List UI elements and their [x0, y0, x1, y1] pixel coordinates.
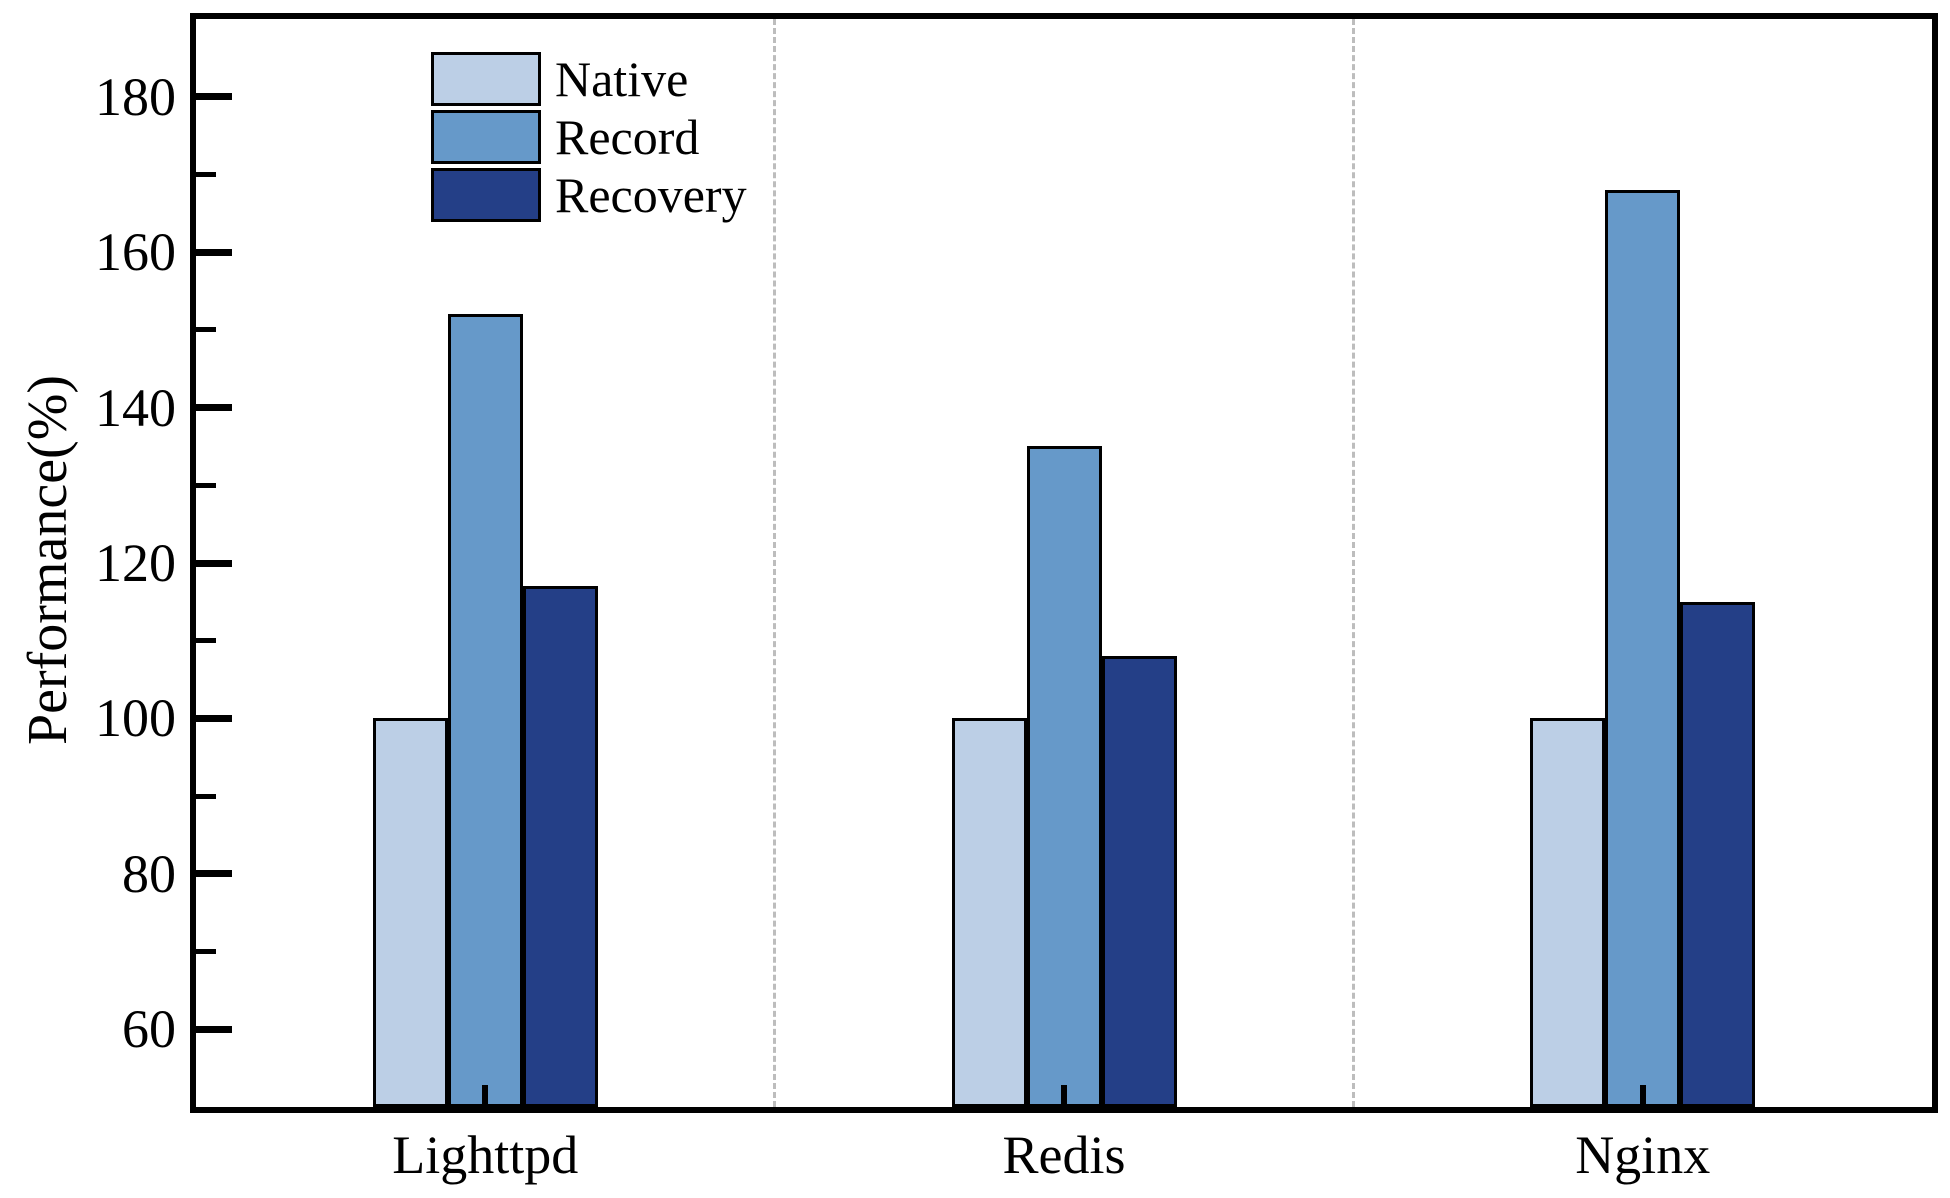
y-tick-label: 160: [95, 222, 176, 283]
y-minor-tick: [196, 949, 216, 955]
y-minor-tick: [196, 638, 216, 644]
y-major-tick: [196, 559, 232, 567]
legend-item-recovery: Recovery: [431, 168, 747, 222]
bar-record-nginx: [1605, 190, 1681, 1107]
bar-recovery-redis: [1101, 656, 1177, 1107]
y-major-tick: [196, 248, 232, 256]
x-tick-label: Redis: [1002, 1125, 1126, 1185]
bar-record-redis: [1026, 446, 1102, 1107]
y-tick-label: 120: [95, 533, 176, 593]
y-major-tick: [196, 93, 232, 101]
y-tick-label: 140: [95, 377, 176, 438]
legend-swatch-record: [431, 110, 541, 164]
category-separator-line: [1351, 19, 1355, 1107]
x-tick-label: Nginx: [1575, 1125, 1711, 1185]
y-minor-tick: [196, 793, 216, 799]
y-minor-tick: [196, 327, 216, 333]
legend-label-recovery: Recovery: [555, 167, 747, 223]
legend-swatch-native: [431, 52, 541, 106]
y-tick-label: 180: [95, 66, 176, 127]
y-major-tick: [196, 870, 232, 878]
legend-item-record: Record: [431, 110, 747, 164]
legend-label-record: Record: [555, 109, 700, 165]
legend: Native Record Recovery: [431, 52, 747, 226]
y-minor-tick: [196, 171, 216, 177]
bar-native-lighttpd: [372, 718, 448, 1107]
bar-recovery-lighttpd: [522, 586, 598, 1107]
y-tick-label: 100: [95, 688, 176, 749]
y-major-tick: [196, 1025, 232, 1033]
y-tick-label: 80: [122, 843, 176, 904]
x-tick-label: Lighttpd: [392, 1125, 579, 1185]
y-tick-label: 60: [122, 999, 176, 1060]
bar-native-redis: [951, 718, 1027, 1107]
y-minor-tick: [196, 482, 216, 488]
bar-record-lighttpd: [447, 314, 523, 1107]
legend-item-native: Native: [431, 52, 747, 106]
x-category-tick: [1061, 1085, 1067, 1107]
x-category-tick: [1639, 1085, 1646, 1107]
category-separator-line: [773, 19, 777, 1107]
legend-swatch-recovery: [431, 168, 541, 222]
legend-label-native: Native: [555, 51, 689, 107]
plot-area: Native Record Recovery: [190, 13, 1938, 1113]
y-major-tick: [196, 404, 232, 412]
bar-native-nginx: [1530, 718, 1606, 1107]
x-category-tick: [482, 1085, 489, 1107]
y-major-tick: [196, 714, 232, 722]
bar-recovery-nginx: [1680, 601, 1756, 1107]
